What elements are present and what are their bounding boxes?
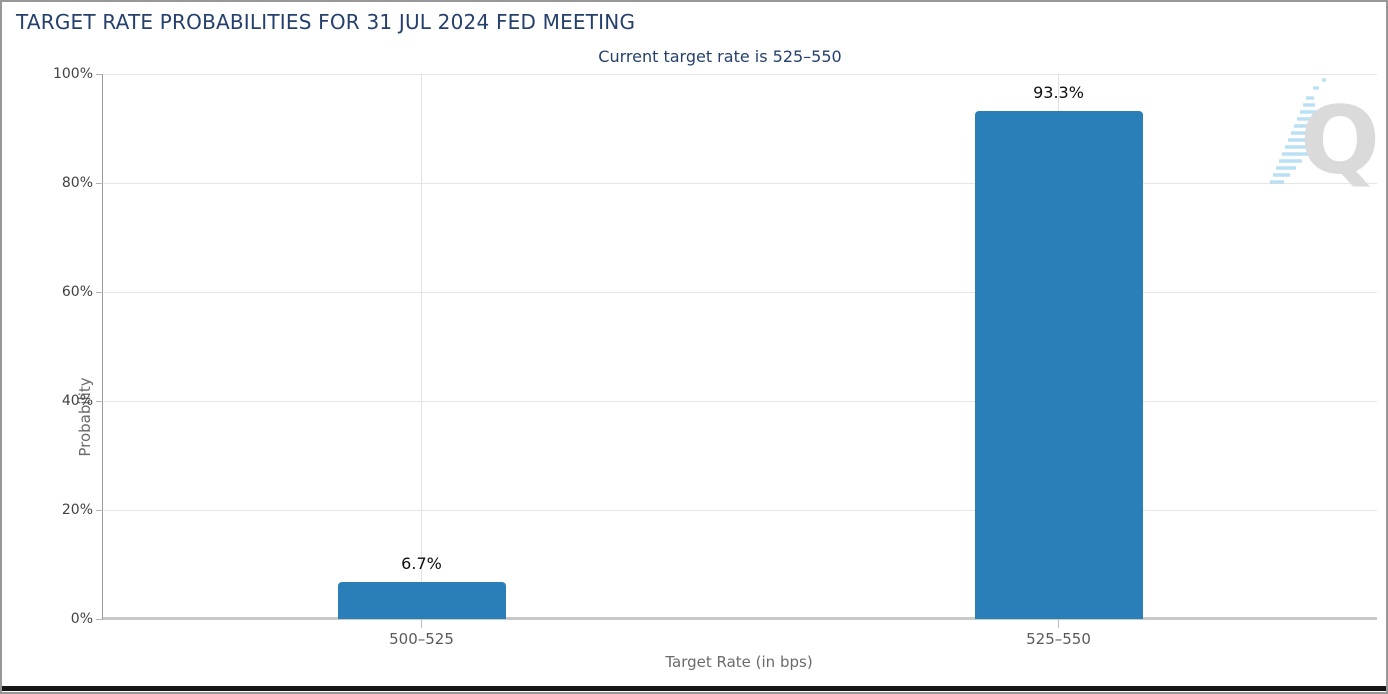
- y-gridline: [103, 182, 1377, 184]
- svg-text:Q: Q: [1300, 87, 1380, 196]
- x-axis-baseline: [103, 617, 1377, 620]
- quikstrike-watermark-icon: Q: [1270, 78, 1380, 196]
- window-bottom-edge: [2, 686, 1386, 691]
- y-tick-label: 20%: [61, 502, 93, 518]
- y-axis-tick: [96, 618, 103, 620]
- x-gridline: [421, 74, 422, 619]
- bar-value-label: 6.7%: [401, 554, 442, 574]
- probability-bar[interactable]: [974, 110, 1143, 619]
- x-axis-tick: [1058, 620, 1059, 628]
- y-axis-tick: [96, 509, 103, 511]
- x-axis-title: Target Rate (in bps): [665, 653, 813, 671]
- y-gridline: [103, 73, 1377, 75]
- bar-value-label: 93.3%: [1033, 82, 1084, 102]
- y-tick-label: 40%: [61, 393, 93, 409]
- x-category-label: 500–525: [389, 630, 454, 648]
- y-axis-tick: [96, 291, 103, 293]
- x-axis-tick: [421, 620, 422, 628]
- x-category-label: 525–550: [1026, 630, 1091, 648]
- y-tick-label: 60%: [61, 284, 93, 300]
- y-axis-tick: [96, 73, 103, 75]
- y-gridline: [103, 291, 1377, 293]
- y-tick-label: 0%: [70, 611, 93, 627]
- probability-bar[interactable]: [337, 582, 506, 619]
- chart-subtitle: Current target rate is 525–550: [598, 47, 842, 66]
- y-axis-tick: [96, 400, 103, 402]
- y-tick-label: 80%: [61, 175, 93, 191]
- chart-title: TARGET RATE PROBABILITIES FOR 31 JUL 202…: [16, 10, 636, 34]
- y-axis-tick: [96, 182, 103, 184]
- plot-area: Probability 0% 20% 40% 60% 80% 100% 6.7% 500–52…: [53, 66, 1377, 648]
- y-tick-label: 100%: [52, 66, 93, 82]
- y-axis-title: Probability: [76, 377, 94, 457]
- y-gridline: [103, 400, 1377, 402]
- y-gridline: [103, 509, 1377, 511]
